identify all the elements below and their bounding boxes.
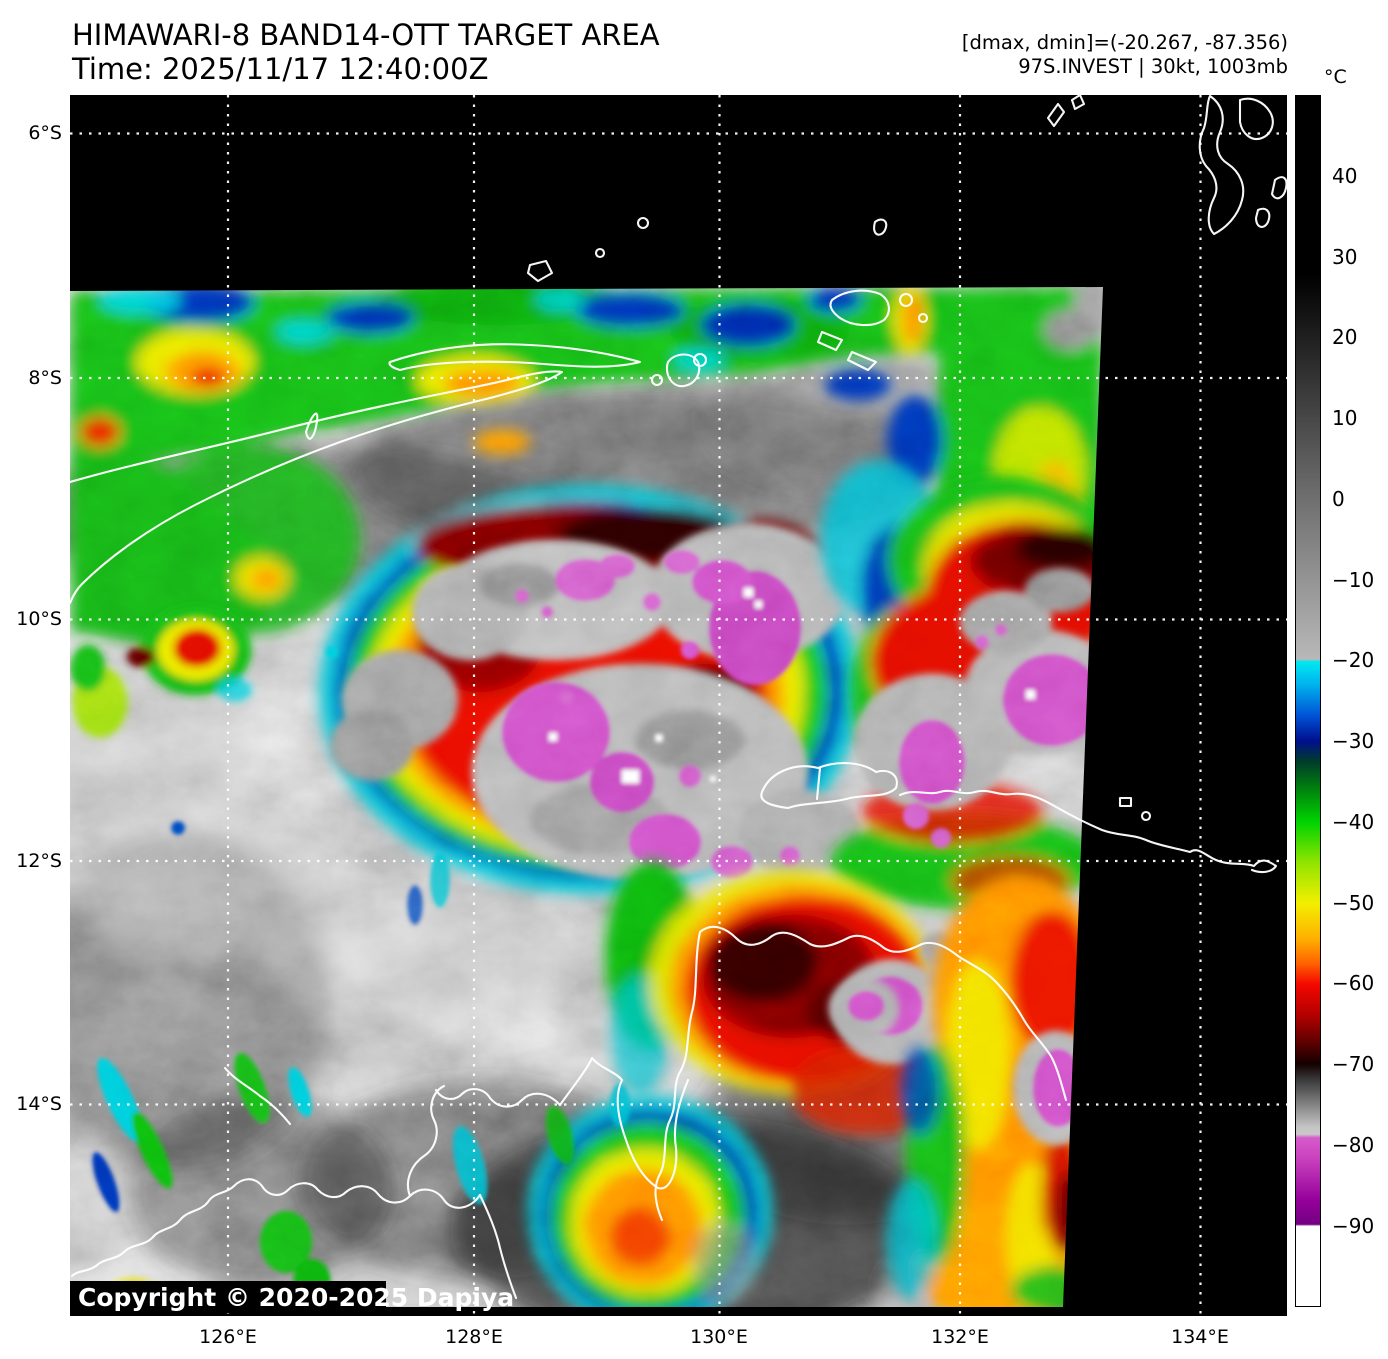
colorbar-tick-label: −20 <box>1332 648 1375 672</box>
grid <box>70 95 1287 1316</box>
satellite-map: Copyright © 2020-2025 Dapiya <box>70 95 1287 1316</box>
colorbar-tick-label: 30 <box>1332 245 1358 269</box>
page-title: HIMAWARI-8 BAND14-OTT TARGET AREA <box>72 18 660 52</box>
lat-tick-label: 14°S <box>16 1093 62 1115</box>
colorbar-tick-label: −70 <box>1332 1052 1375 1076</box>
colorbar-tick-label: 0 <box>1332 487 1345 511</box>
lon-tick-label: 132°E <box>931 1326 989 1348</box>
satellite-swath <box>70 287 1103 1307</box>
plot-area: Copyright © 2020-2025 Dapiya <box>70 95 1287 1316</box>
title-block: HIMAWARI-8 BAND14-OTT TARGET AREA Time: … <box>72 18 660 86</box>
lon-tick-label: 126°E <box>199 1326 257 1348</box>
colorbar-tick-label: −80 <box>1332 1133 1375 1157</box>
colorbar-tick-label: −40 <box>1332 810 1375 834</box>
colorbar-tick-label: −60 <box>1332 971 1375 995</box>
lat-tick-label: 6°S <box>28 122 62 144</box>
colorbar-tick-label: −90 <box>1332 1214 1375 1238</box>
lat-tick-label: 8°S <box>28 367 62 389</box>
colorbar-tick-label: −30 <box>1332 729 1375 753</box>
lat-tick-label: 12°S <box>16 850 62 872</box>
colorbar-tick-label: −50 <box>1332 891 1375 915</box>
annotation-block: [dmax, dmin]=(-20.267, -87.356) 97S.INVE… <box>962 31 1288 79</box>
coastlines <box>70 95 1287 1300</box>
copyright-text: Copyright © 2020-2025 Dapiya <box>78 1283 514 1312</box>
colorbar <box>1295 95 1321 1307</box>
colorbar-tick-label: 10 <box>1332 406 1358 430</box>
lon-tick-label: 130°E <box>690 1326 748 1348</box>
lon-tick-label: 134°E <box>1171 1326 1229 1348</box>
annotation-dmax-dmin: [dmax, dmin]=(-20.267, -87.356) <box>961 31 1288 54</box>
annotation-storm-info: 97S.INVEST | 30kt, 1003mb <box>1018 55 1288 78</box>
colorbar-tick-label: 40 <box>1332 164 1358 188</box>
copyright-badge: Copyright © 2020-2025 Dapiya <box>70 1281 514 1313</box>
timestamp: Time: 2025/11/17 12:40:00Z <box>72 52 489 86</box>
celsius-unit-label: °C <box>1324 66 1347 88</box>
colorbar-tick-label: 20 <box>1332 325 1358 349</box>
lon-tick-label: 128°E <box>445 1326 503 1348</box>
lat-tick-label: 10°S <box>16 608 62 630</box>
colorbar-tick-label: −10 <box>1332 568 1375 592</box>
